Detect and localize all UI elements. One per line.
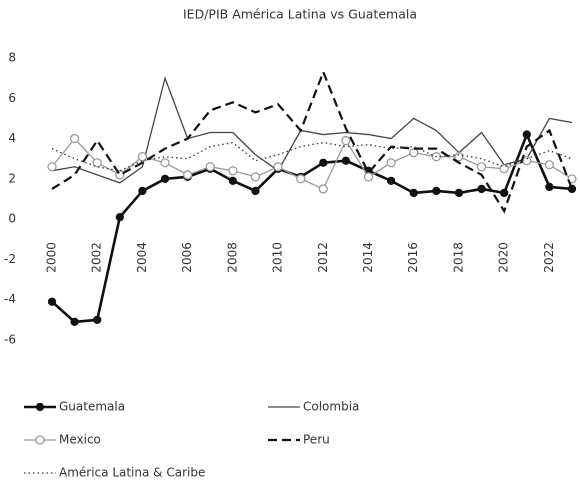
legend-marker bbox=[35, 402, 45, 412]
data-point bbox=[115, 212, 124, 222]
y-tick-label: -4 bbox=[4, 292, 16, 306]
data-point bbox=[522, 130, 531, 139]
data-point bbox=[341, 135, 351, 146]
data-point bbox=[228, 176, 238, 186]
data-point bbox=[499, 164, 509, 174]
y-tick-label: -6 bbox=[4, 333, 16, 347]
data-point bbox=[47, 297, 57, 306]
data-point bbox=[341, 156, 351, 165]
data-point bbox=[250, 172, 261, 182]
data-point bbox=[92, 158, 102, 168]
data-point bbox=[432, 186, 441, 196]
legend-label: Guatemala bbox=[59, 400, 125, 414]
y-tick-label: 4 bbox=[8, 131, 16, 145]
data-point bbox=[544, 160, 555, 170]
data-point bbox=[386, 158, 396, 168]
chart-title: IED/PIB América Latina vs Guatemala bbox=[183, 7, 417, 22]
legend-label: Colombia bbox=[303, 400, 359, 414]
legend-label: América Latina & Caribe bbox=[59, 466, 205, 480]
y-tick-label: 2 bbox=[8, 171, 16, 185]
x-tick-label: 2010 bbox=[271, 242, 285, 273]
data-point bbox=[296, 174, 306, 184]
data-point bbox=[183, 170, 193, 180]
x-tick-label: 2012 bbox=[316, 242, 330, 273]
data-point bbox=[205, 162, 215, 172]
data-point bbox=[454, 152, 464, 162]
x-tick-label: 2006 bbox=[180, 242, 194, 273]
data-point bbox=[476, 162, 487, 172]
legend-label: Peru bbox=[303, 433, 330, 447]
x-tick-label: 2004 bbox=[135, 242, 149, 273]
y-tick-label: -2 bbox=[4, 252, 16, 266]
series-line bbox=[51, 141, 573, 172]
x-tick-label: 2020 bbox=[497, 242, 511, 273]
x-tick-label: 2000 bbox=[45, 242, 59, 273]
data-point bbox=[273, 162, 283, 172]
x-tick-label: 2002 bbox=[90, 242, 104, 273]
data-point bbox=[138, 186, 147, 196]
data-point bbox=[160, 174, 170, 184]
y-tick-label: 8 bbox=[8, 51, 16, 65]
data-point bbox=[454, 188, 464, 198]
data-point bbox=[500, 188, 509, 198]
x-tick-label: 2016 bbox=[406, 242, 420, 273]
data-point bbox=[228, 166, 238, 176]
data-point bbox=[363, 172, 374, 182]
y-tick-label: 0 bbox=[8, 212, 16, 226]
data-point bbox=[160, 158, 170, 168]
data-point bbox=[409, 148, 419, 158]
x-tick-label: 2014 bbox=[361, 242, 375, 273]
legend-label: Mexico bbox=[59, 433, 101, 447]
legend-marker bbox=[35, 435, 45, 445]
data-point bbox=[409, 188, 418, 198]
data-point bbox=[69, 133, 80, 144]
series-line bbox=[51, 137, 573, 190]
data-point bbox=[251, 186, 260, 196]
data-point bbox=[137, 152, 148, 162]
x-tick-label: 2008 bbox=[225, 242, 239, 273]
data-point bbox=[545, 182, 554, 192]
data-point bbox=[47, 162, 57, 172]
x-tick-label: 2018 bbox=[451, 242, 465, 273]
series-line bbox=[51, 75, 573, 184]
data-point bbox=[318, 184, 328, 194]
data-point bbox=[319, 158, 328, 167]
y-tick-label: 6 bbox=[8, 91, 16, 105]
data-point bbox=[70, 317, 79, 327]
x-tick-label: 2022 bbox=[542, 242, 556, 273]
data-point bbox=[93, 315, 102, 325]
data-point bbox=[386, 176, 396, 186]
data-point bbox=[477, 184, 486, 194]
series-line bbox=[51, 69, 574, 214]
